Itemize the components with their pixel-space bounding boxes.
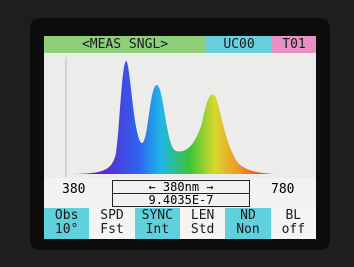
cursor-wavelength: ← 380nm → [113,181,249,193]
menu-value: 10° [44,223,89,237]
menu-label: SPD [89,209,134,223]
cursor-box: ← 380nm → 9.4035E-7 [112,180,250,207]
axis-row: 380 ← 380nm → 9.4035E-7 780 [44,178,316,208]
axis-max: 780 [271,182,294,197]
menu-value: Non [225,223,270,237]
menu-label: BL [271,209,316,223]
menu-value: Std [180,223,225,237]
tab: T01 [272,36,316,53]
header: <MEAS SNGL> UC00 T01 [44,36,316,53]
menu-value: off [271,223,316,237]
menu-value: Int [135,223,180,237]
axis-min: 380 [62,182,85,197]
spectrum-plot [44,53,316,178]
menu-label: Obs [44,209,89,223]
menu-label: LEN [180,209,225,223]
mode: <MEAS SNGL> [44,36,206,53]
device: <MEAS SNGL> UC00 T01 380 ← 380nm → 9.403… [0,0,354,267]
screen: <MEAS SNGL> UC00 T01 380 ← 380nm → 9.403… [44,36,316,239]
menu-value: Fst [89,223,134,237]
menu-label: ND [225,209,270,223]
user: UC00 [206,36,272,53]
cursor-value: 9.4035E-7 [113,193,249,206]
menu-label: SYNC [135,209,180,223]
